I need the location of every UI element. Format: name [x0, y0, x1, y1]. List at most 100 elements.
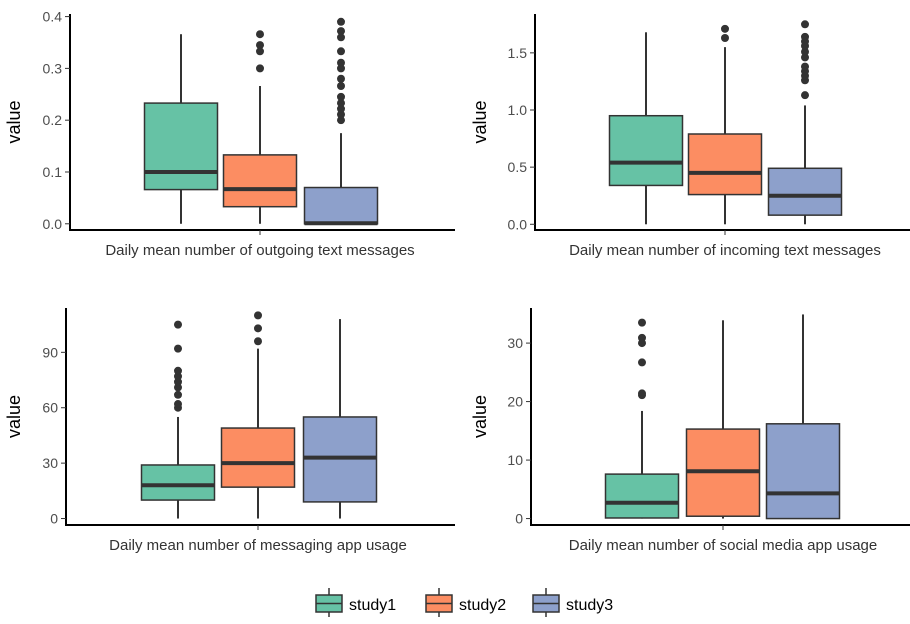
legend: study1 study2 study3 — [315, 588, 613, 617]
outlier-point — [256, 30, 264, 39]
y-tick-label: 10 — [507, 452, 523, 468]
outlier-point — [801, 53, 809, 62]
outlier-point — [174, 320, 182, 329]
y-tick-label: 1.0 — [508, 102, 528, 118]
outlier-point — [256, 41, 264, 50]
y-tick-label: 0 — [515, 511, 523, 527]
y-tick-label: 0.4 — [43, 9, 63, 25]
outlier-point — [337, 47, 345, 56]
outlier-point — [801, 20, 809, 29]
panel-4: 0 10 20 30 value Daily mean number of social … — [470, 308, 910, 554]
y-tick-label: 90 — [42, 344, 58, 360]
outlier-point — [337, 82, 345, 90]
outlier-point — [174, 383, 182, 392]
y-tick-label: 0.5 — [508, 159, 528, 175]
legend-label-study3: study3 — [566, 597, 613, 614]
box-body — [604, 473, 680, 519]
x-axis-label: Daily mean number of incoming text messa… — [569, 242, 881, 259]
y-tick-label: 0.0 — [43, 216, 63, 232]
y-tick-label: 60 — [42, 400, 58, 416]
outlier-point — [638, 318, 646, 327]
box-body — [303, 186, 379, 225]
y-tick-label: 0.3 — [43, 60, 63, 76]
y-tick-label: 0 — [50, 511, 58, 527]
box-body — [765, 423, 841, 520]
outlier-point — [337, 104, 345, 113]
legend-label-study1: study1 — [349, 597, 396, 614]
y-axis-label: value — [4, 395, 24, 438]
y-tick-label: 1.5 — [508, 45, 528, 61]
outlier-point — [337, 64, 345, 73]
legend-key-study1 — [315, 588, 343, 617]
box-study3 — [303, 17, 379, 226]
outlier-point — [638, 333, 646, 342]
outlier-point — [337, 116, 345, 125]
panel-2: 0.0 0.5 1.0 1.5 value Daily mean number of in… — [470, 14, 910, 259]
outlier-point — [337, 58, 345, 67]
y-axis-label: value — [470, 395, 490, 438]
box-study1 — [604, 318, 680, 519]
y-axis-label: value — [470, 100, 490, 143]
legend-label-study2: study2 — [459, 597, 506, 614]
outlier-point — [254, 324, 262, 333]
box-body — [767, 167, 843, 216]
box-study2 — [222, 30, 298, 224]
box-study3 — [767, 20, 843, 225]
x-axis-label: Daily mean number of social media app us… — [569, 537, 878, 554]
box-study3 — [302, 319, 378, 519]
box-body — [608, 114, 684, 187]
x-axis-label: Daily mean number of messaging app usage — [109, 537, 407, 554]
outlier-point — [256, 47, 264, 56]
panel-3: 0 30 60 90 value Daily mean number of messagi… — [4, 308, 455, 554]
box-body — [140, 464, 216, 501]
outlier-point — [174, 344, 182, 353]
box-body — [143, 102, 219, 191]
outlier-point — [721, 24, 729, 33]
outlier-point — [337, 110, 345, 119]
y-tick-label: 0.0 — [508, 216, 528, 232]
outlier-point — [174, 400, 182, 409]
x-axis-label: Daily mean number of outgoing text messa… — [105, 242, 414, 259]
outlier-point — [337, 99, 345, 108]
outlier-point — [174, 377, 182, 386]
legend-key-study3 — [532, 588, 560, 617]
outlier-point — [638, 358, 646, 367]
outlier-point — [337, 74, 345, 83]
box-study3 — [765, 314, 841, 520]
outlier-point — [337, 27, 345, 36]
outlier-point — [174, 366, 182, 375]
panel-1: 0.0 0.1 0.2 0.3 0.4 value Daily mean number of… — [4, 9, 455, 259]
outlier-point — [254, 337, 262, 346]
outlier-point — [174, 372, 182, 381]
outlier-point — [721, 34, 729, 42]
outlier-point — [174, 390, 182, 399]
outlier-point — [801, 62, 809, 71]
outlier-point — [337, 92, 345, 101]
box-body — [687, 133, 763, 196]
outlier-point — [337, 33, 345, 42]
box-study2 — [220, 311, 296, 519]
y-tick-label: 20 — [507, 394, 523, 410]
box-study2 — [685, 320, 761, 519]
box-study1 — [608, 32, 684, 225]
outlier-point — [337, 17, 345, 26]
outlier-point — [256, 64, 264, 73]
box-study1 — [143, 34, 219, 224]
box-body — [222, 154, 298, 208]
y-tick-label: 0.1 — [43, 164, 63, 180]
outlier-point — [638, 389, 646, 398]
box-study1 — [140, 320, 216, 519]
outlier-point — [801, 32, 809, 41]
outlier-point — [254, 311, 262, 320]
outlier-point — [801, 91, 809, 100]
box-study2 — [687, 24, 763, 225]
y-tick-label: 0.2 — [43, 112, 63, 128]
y-tick-label: 30 — [42, 455, 58, 471]
box-body — [220, 427, 296, 488]
legend-key-study2 — [425, 588, 453, 617]
outlier-point — [801, 47, 809, 56]
y-tick-label: 30 — [507, 335, 523, 351]
y-axis-label: value — [4, 100, 24, 143]
